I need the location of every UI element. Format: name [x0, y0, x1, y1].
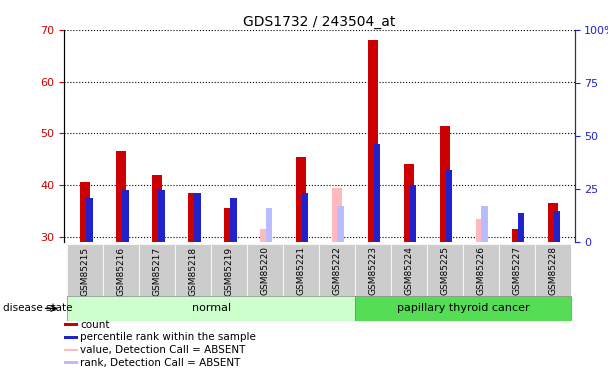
Bar: [482, 206, 488, 242]
Bar: [476, 219, 486, 242]
Bar: [67, 296, 355, 321]
Bar: [368, 40, 378, 242]
Text: GSM85215: GSM85215: [81, 246, 90, 296]
Bar: [224, 208, 234, 242]
Text: value, Detection Call = ABSENT: value, Detection Call = ABSENT: [80, 345, 246, 355]
Text: GSM85222: GSM85222: [333, 246, 342, 295]
Bar: [427, 244, 463, 296]
Bar: [230, 198, 237, 242]
Bar: [67, 244, 103, 296]
Bar: [188, 193, 198, 242]
Bar: [283, 244, 319, 296]
Bar: [391, 244, 427, 296]
Bar: [64, 349, 78, 351]
Bar: [175, 244, 212, 296]
Bar: [332, 188, 342, 242]
Bar: [355, 244, 391, 296]
Bar: [355, 296, 571, 321]
Bar: [86, 198, 92, 242]
Bar: [404, 164, 414, 242]
Bar: [122, 190, 129, 242]
Bar: [302, 201, 308, 242]
Text: GSM85217: GSM85217: [153, 246, 162, 296]
Text: papillary thyroid cancer: papillary thyroid cancer: [397, 303, 530, 313]
Bar: [194, 193, 201, 242]
Text: GSM85219: GSM85219: [225, 246, 234, 296]
Bar: [302, 193, 308, 242]
Bar: [296, 203, 306, 242]
Bar: [139, 244, 175, 296]
Bar: [337, 206, 344, 242]
Bar: [518, 213, 524, 242]
Bar: [446, 170, 452, 242]
Bar: [440, 126, 450, 242]
Bar: [158, 190, 165, 242]
Text: GSM85221: GSM85221: [297, 246, 306, 296]
Bar: [499, 244, 535, 296]
Bar: [512, 229, 522, 242]
Bar: [64, 323, 78, 326]
Text: GSM85226: GSM85226: [477, 246, 486, 296]
Bar: [410, 185, 416, 242]
Text: GSM85224: GSM85224: [404, 246, 413, 295]
Text: rank, Detection Call = ABSENT: rank, Detection Call = ABSENT: [80, 358, 241, 368]
Bar: [64, 362, 78, 364]
Bar: [463, 244, 499, 296]
Text: GSM85216: GSM85216: [117, 246, 126, 296]
Text: normal: normal: [192, 303, 231, 313]
Bar: [116, 152, 126, 242]
Bar: [153, 175, 162, 242]
Text: GSM85227: GSM85227: [513, 246, 522, 296]
Bar: [260, 229, 271, 242]
Bar: [374, 144, 381, 242]
Text: count: count: [80, 320, 110, 330]
Bar: [548, 203, 558, 242]
Text: GSM85220: GSM85220: [261, 246, 270, 296]
Bar: [64, 336, 78, 339]
Text: percentile rank within the sample: percentile rank within the sample: [80, 332, 257, 342]
Bar: [319, 244, 355, 296]
Text: GSM85225: GSM85225: [441, 246, 449, 296]
Bar: [103, 244, 139, 296]
Text: disease state: disease state: [3, 303, 72, 313]
Bar: [212, 244, 247, 296]
Bar: [266, 208, 272, 242]
Bar: [80, 183, 91, 242]
Bar: [296, 157, 306, 242]
Text: GSM85218: GSM85218: [189, 246, 198, 296]
Bar: [247, 244, 283, 296]
Bar: [554, 211, 560, 242]
Text: GDS1732 / 243504_at: GDS1732 / 243504_at: [243, 15, 395, 29]
Bar: [535, 244, 571, 296]
Text: GSM85228: GSM85228: [548, 246, 558, 296]
Text: GSM85223: GSM85223: [368, 246, 378, 296]
